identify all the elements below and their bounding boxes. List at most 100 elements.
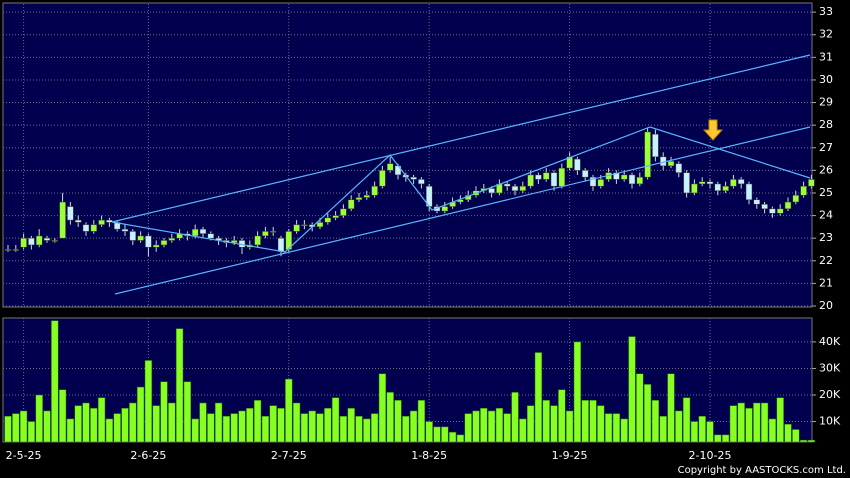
- volume-bar: [230, 413, 238, 443]
- candle-body: [410, 176, 417, 180]
- volume-bar: [292, 402, 301, 443]
- candle-body: [644, 131, 651, 178]
- candle-body: [98, 219, 105, 225]
- candle-body: [332, 215, 339, 219]
- candle-body: [43, 237, 51, 241]
- candle-body: [776, 208, 784, 214]
- volume-bar: [285, 378, 293, 443]
- candle-body: [667, 161, 675, 167]
- y-tick-label: 30: [819, 73, 833, 86]
- volume-bar: [550, 405, 558, 443]
- candle-body: [379, 170, 386, 187]
- volume-bar: [753, 402, 761, 443]
- copyright: Copyright by AASTOCKS.com Ltd.: [678, 465, 846, 476]
- y-tick-label: 24: [819, 209, 833, 222]
- x-tick-label: 1-8-25: [411, 449, 447, 462]
- volume-bar: [714, 434, 722, 443]
- x-tick-label: 2-6-25: [130, 449, 166, 462]
- volume-bar: [58, 389, 67, 443]
- volume-bar: [659, 415, 667, 443]
- volume-bar: [573, 341, 582, 443]
- candle-body: [355, 197, 363, 201]
- volume-bar: [121, 408, 129, 443]
- x-tick-label: 2-10-25: [689, 449, 732, 462]
- y-tick-label: 28: [819, 118, 833, 131]
- candle-body: [28, 237, 35, 246]
- volume-bar: [51, 320, 59, 443]
- candle-body: [753, 199, 761, 205]
- candle-body: [363, 194, 371, 198]
- candle-body: [683, 172, 690, 194]
- candle-body: [121, 228, 129, 232]
- volume-bar: [308, 410, 316, 443]
- candle-body: [269, 231, 277, 233]
- volume-bar: [300, 413, 309, 443]
- candle-body: [511, 185, 519, 191]
- volume-bar: [565, 410, 574, 443]
- y-tick-label: 33: [819, 5, 833, 18]
- candle-body: [20, 237, 27, 248]
- volume-bar: [144, 360, 153, 443]
- volume-bar: [347, 408, 355, 443]
- x-tick-label: 1-9-25: [552, 449, 588, 462]
- y-tick-label: 21: [819, 276, 833, 289]
- volume-bar: [760, 402, 769, 443]
- trend-lines: [111, 54, 811, 295]
- candle-body: [12, 249, 20, 251]
- volume-bar: [183, 381, 192, 443]
- volume-bar: [472, 410, 480, 443]
- volume-bar: [152, 405, 160, 443]
- candle-body: [386, 163, 394, 171]
- volume-bar: [768, 418, 777, 443]
- candle-body: [145, 235, 152, 248]
- volume-bar: [433, 426, 441, 443]
- candle-body: [714, 183, 722, 191]
- candle-body: [706, 181, 714, 185]
- arrow: [702, 119, 724, 141]
- volume-bar: [417, 400, 426, 443]
- volume-bar: [799, 439, 808, 443]
- volume-bar: [129, 402, 137, 443]
- volume-bar: [214, 402, 223, 443]
- volume-bar: [90, 408, 98, 443]
- volume-bar: [581, 400, 589, 443]
- volume-bar: [261, 415, 270, 443]
- candle-body: [784, 201, 792, 210]
- volume-bar: [269, 405, 277, 443]
- candle-body: [745, 183, 753, 201]
- volume-bar: [339, 415, 348, 443]
- candle-body: [324, 217, 332, 223]
- volume-bar: [12, 413, 20, 443]
- candle-body: [574, 158, 581, 171]
- volume-bar: [207, 413, 215, 443]
- volume-bar: [277, 408, 285, 443]
- candle-body: [207, 233, 215, 239]
- volume-bar: [175, 328, 184, 443]
- volume-bar: [706, 421, 714, 443]
- candle-body: [761, 204, 768, 210]
- candle-body: [90, 224, 98, 232]
- volume-bar: [74, 405, 82, 443]
- volume-bar: [526, 405, 535, 443]
- candle-body: [262, 231, 269, 237]
- y-tick-label: 29: [819, 96, 833, 109]
- candle-body: [418, 179, 425, 185]
- volume-bar: [698, 415, 706, 443]
- volume-bar: [409, 410, 418, 443]
- candle-body: [51, 240, 59, 242]
- candle-body: [800, 185, 807, 196]
- volume-bar: [651, 400, 660, 443]
- candle-body: [527, 174, 534, 187]
- y2-tick-label: 40K: [819, 335, 841, 348]
- candle-body: [160, 240, 168, 246]
- volume-bar: [191, 418, 199, 443]
- volume-bar: [27, 421, 36, 443]
- volume-bar: [238, 410, 246, 443]
- volume-bar: [643, 384, 652, 443]
- volume-bar: [784, 423, 792, 443]
- volume-bar: [690, 421, 699, 443]
- candle-body: [558, 167, 566, 187]
- candle-body: [620, 174, 628, 180]
- x-tick-label: 2-5-25: [6, 449, 42, 462]
